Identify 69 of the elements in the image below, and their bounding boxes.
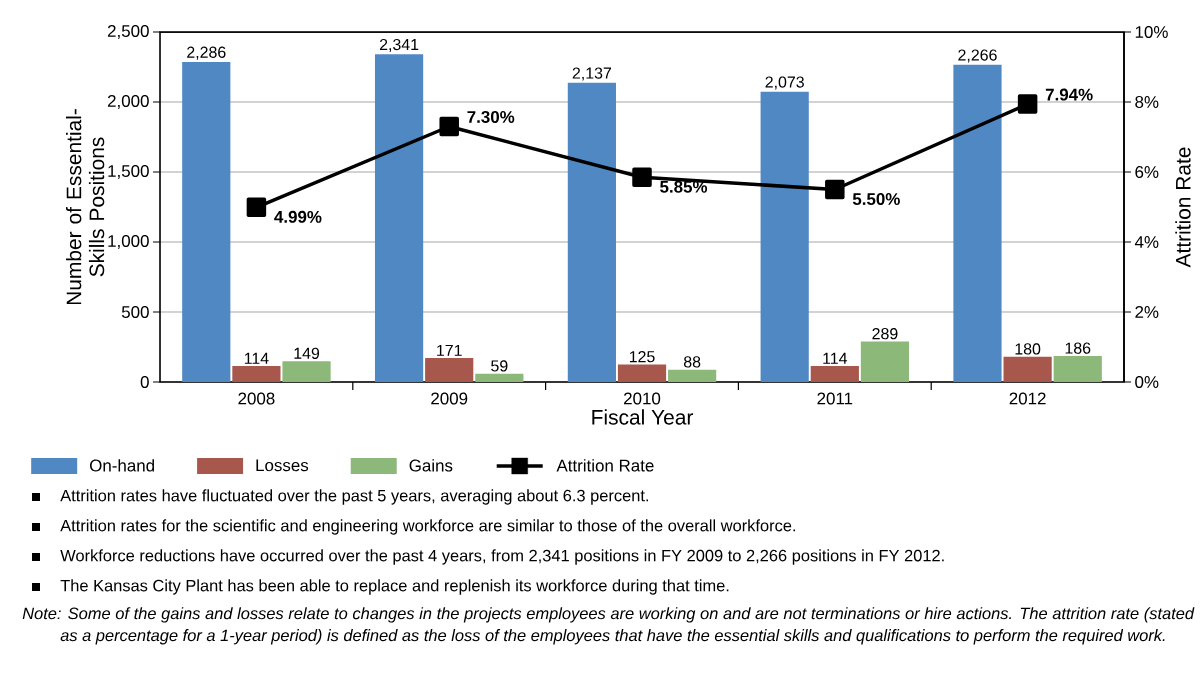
- bar: [282, 361, 331, 382]
- y2-axis-title: Attrition Rate: [1175, 147, 1191, 268]
- y-tick-label: 0: [140, 376, 149, 388]
- data-label: 2,341: [379, 38, 419, 53]
- bar: [232, 366, 281, 382]
- bar: [182, 61, 231, 382]
- bar: [374, 54, 424, 382]
- y2-tick-label: 8%: [1135, 96, 1159, 108]
- bar: [668, 369, 717, 382]
- data-label: 2,137: [572, 67, 612, 81]
- x-tick-label: 2010: [624, 392, 661, 405]
- data-label: 5.85%: [660, 180, 708, 193]
- text: The Kansas City Plant has been able to replace and replenish its workforce during that time.: [60, 579, 729, 595]
- data-label: 149: [294, 347, 320, 359]
- text: Workforce reductions have occurred over the past 4 years, from 2,341 positions in FY 2009 to 2,266 positions in FY 2012.: [60, 549, 944, 565]
- text: Note: Some of the gains and losses relate to changes in the projects employees are working on and are not terminations or hire actions. The attrition rate (stated as a percentage for a 1-year period) is defined as the loss of the employees that have the essential skills and qualifications to perform the required work.: [22, 607, 1195, 645]
- y-tick-label: 2,000: [107, 95, 149, 109]
- bar: [810, 366, 859, 382]
- bar: [860, 341, 910, 382]
- x-tick-label: 2011: [817, 392, 853, 405]
- data-label: 114: [244, 352, 269, 364]
- data-label: 7.94%: [1045, 88, 1093, 101]
- legend-label: Losses: [256, 459, 309, 472]
- text: Attrition rates have fluctuated over the past 5 years, averaging about 6.3 percent.: [60, 489, 649, 505]
- data-label: 5.50%: [852, 193, 900, 206]
- y2-tick-label: 0%: [1135, 376, 1159, 388]
- point: [632, 167, 652, 187]
- data-label: 7.30%: [467, 110, 515, 123]
- legend-label: Attrition Rate: [556, 459, 654, 472]
- bar: [567, 82, 616, 382]
- y2-tick-label: 10%: [1135, 26, 1168, 38]
- text: Attrition rates for the scientific and engineering workforce are similar to those of the overall workforce.: [60, 519, 795, 535]
- point: [825, 179, 845, 200]
- legend-label: On-hand: [89, 459, 154, 472]
- point: [1017, 94, 1038, 114]
- data-label: 59: [491, 360, 508, 372]
- bar: [617, 364, 667, 382]
- data-label: 171: [437, 344, 462, 356]
- y-axis-title: Number of Essential-Skills Positions: [65, 109, 105, 305]
- point: [439, 116, 459, 137]
- x-tick-label: 2009: [431, 392, 468, 405]
- data-label: 4.99%: [274, 210, 322, 223]
- bar: [425, 358, 474, 382]
- data-label: 125: [629, 351, 655, 363]
- data-label: 180: [1015, 343, 1041, 355]
- bar: [1003, 356, 1052, 382]
- y2-tick-label: 4%: [1134, 236, 1159, 248]
- y-tick-label: 2,500: [107, 25, 149, 39]
- data-label: 88: [683, 356, 701, 368]
- y-tick-label: 1,000: [108, 235, 149, 249]
- y2-tick-label: 2%: [1135, 306, 1159, 318]
- data-label: 2,266: [958, 49, 997, 63]
- legend-label: Gains: [409, 459, 453, 472]
- point: [246, 197, 267, 218]
- y-tick-label: 1,500: [108, 165, 149, 179]
- data-label: 289: [872, 328, 898, 340]
- data-label: 186: [1065, 342, 1091, 354]
- data-label: 114: [823, 352, 848, 364]
- data-label: 2,073: [765, 76, 804, 90]
- bar: [1053, 355, 1102, 382]
- x-tick-label: 2008: [238, 392, 275, 405]
- y2-tick-label: 6%: [1135, 166, 1159, 178]
- bar: [475, 373, 524, 382]
- data-label: 2,286: [187, 46, 226, 60]
- y-tick-label: 500: [121, 306, 149, 318]
- bar: [760, 91, 809, 382]
- x-axis-title: Fiscal Year: [592, 409, 694, 425]
- x-tick-label: 2012: [1009, 392, 1046, 405]
- bar: [953, 64, 1002, 382]
